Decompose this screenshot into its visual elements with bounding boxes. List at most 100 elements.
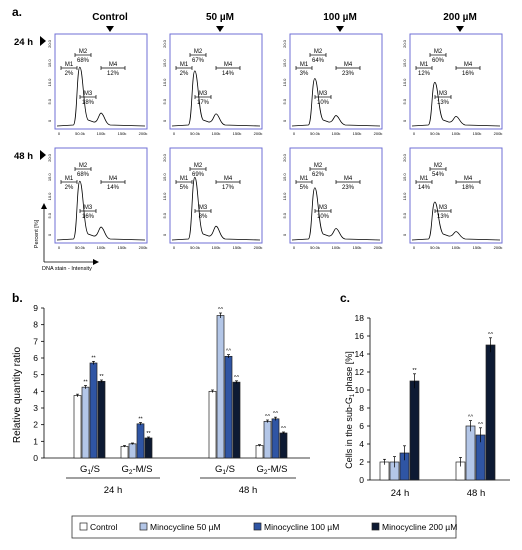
histogram-y-tick: 10.0 [162,78,167,87]
category-label: 24 h [391,488,410,499]
histogram-x-tick: 50.0k [430,245,440,250]
significance-mark: ^^ [281,426,287,432]
row-label-24h: 24 h [14,37,33,48]
legend-label: Minocycline 50 µM [150,522,221,532]
category-label: 48 h [467,488,486,499]
bar [263,420,272,459]
legend-swatch [371,522,380,531]
bar [216,315,225,459]
histogram-x-tick: 150k [233,131,242,136]
marker-percent: 68% [77,172,90,178]
category-label-main: G [256,464,263,475]
histogram-x-tick: 150k [473,245,482,250]
category-label-main: G [215,464,222,475]
histogram-curve [171,70,261,127]
marker-label: M3 [319,91,328,97]
histogram-y-tick: 0 [402,119,407,122]
histogram-y-tick: 0 [402,233,407,236]
y-tick-label: 7 [33,336,38,346]
histogram-y-tick: 10.0 [402,192,407,201]
histogram-x-tick: 50.0k [310,245,320,250]
histogram-curve [56,180,146,241]
histogram-x-tick: 150k [233,245,242,250]
histogram-x-tick: 200k [254,131,263,136]
marker-percent: 23% [342,185,355,191]
legend-label: Minocycline 100 µM [264,522,339,532]
bar [224,355,233,459]
histogram-y-tick: 5.0 [47,212,52,218]
marker-label: M3 [199,205,208,211]
histogram-y-tick: 10.0 [402,78,407,87]
legend-label: Control [90,522,118,532]
category-label: G2-M/S [256,464,287,476]
marker-percent: 13% [437,100,450,106]
category-label-sub: 2 [264,469,268,476]
marker-percent: 2% [65,185,74,191]
histogram-y-tick: 20.0 [47,39,52,48]
histogram-x-tick: 0 [293,245,296,250]
marker-label: M2 [434,163,443,169]
histogram-y-tick: 0 [47,119,52,122]
category-label-sub: 1 [222,469,226,476]
bar [232,381,241,459]
marker-percent: 18% [462,185,475,191]
histogram-curve [56,66,146,127]
marker-label: M1 [300,62,309,68]
histogram-y-tick: 0 [282,119,287,122]
bar [279,432,288,459]
histogram-y-tick: 20.0 [162,39,167,48]
marker-percent: 62% [312,172,325,178]
bar [409,380,420,481]
histogram-frame [289,33,383,130]
marker-label: M4 [344,176,353,182]
legend-box [71,515,457,539]
histogram-y-tick: 10.0 [282,78,287,87]
histogram-x-tick: 100k [97,131,106,136]
marker-percent: 13% [437,214,450,220]
histogram-y-tick: 10.0 [47,192,52,201]
bar [136,423,145,459]
histogram-x-tick: 100k [332,131,341,136]
y-tick-label: 18 [355,313,365,323]
marker-percent: 18% [82,100,95,106]
group-label: 24 h [104,485,123,496]
histogram-x-tick: 150k [353,245,362,250]
marker-percent: 69% [192,172,205,178]
arrow-right-icon [93,259,99,265]
row-pointer-icon [40,36,46,46]
histogram-curve [411,201,501,241]
bar [97,380,106,459]
panel-c-y-axis-label: Cells in the sub-G1 phase [%] [344,351,356,468]
panel-b-chart: 0123456789******G1/S****G2-M/S^^^^^^G1/S… [33,303,310,496]
marker-label: M3 [439,91,448,97]
histogram: 0 5.0 10.0 15.0 20.0 0 50.0k 100k 150k 200k M1 5% M2… [282,147,383,250]
significance-mark: ^^ [478,422,484,428]
significance-mark: ^^ [265,414,271,420]
histogram: 0 5.0 10.0 15.0 20.0 0 50.0k 100k 150k 200k M1 2% M2… [47,147,148,250]
marker-percent: 16% [82,214,95,220]
histogram-curve [171,176,261,241]
histogram-frame [169,147,263,244]
y-tick-label: 0 [33,453,38,463]
significance-mark: ** [91,355,96,361]
histogram-x-tick: 200k [139,131,148,136]
significance-mark: ^^ [468,415,474,421]
y-tick-label: 6 [33,353,38,363]
marker-percent: 12% [107,71,120,77]
histogram-y-tick: 0 [47,233,52,236]
marker-label: M1 [300,176,309,182]
column-pointer-icon [106,26,114,32]
histogram-x-tick: 0 [413,131,416,136]
histogram-frame [409,33,503,130]
histogram-y-tick: 10.0 [47,78,52,87]
marker-label: M4 [464,62,473,68]
histogram-curve [291,187,381,241]
category-label-main: G [80,464,87,475]
marker-label: M2 [194,49,203,55]
bar [485,344,496,481]
legend-swatch [79,522,88,531]
significance-mark: ** [99,374,104,380]
significance-mark: ** [83,380,88,386]
marker-percent: 12% [418,71,431,77]
